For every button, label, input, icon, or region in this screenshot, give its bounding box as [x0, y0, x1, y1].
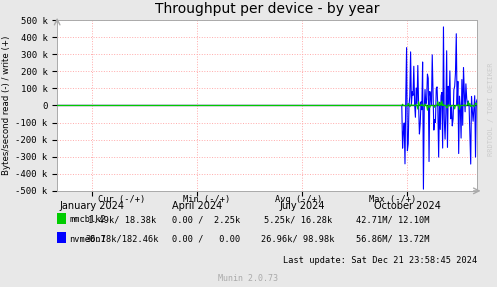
Text: Min (-/+): Min (-/+): [182, 195, 230, 204]
Text: 42.71M/ 12.10M: 42.71M/ 12.10M: [356, 216, 429, 224]
Text: RRDTOOL / TOBI OETIKER: RRDTOOL / TOBI OETIKER: [488, 62, 494, 156]
Text: Avg (-/+): Avg (-/+): [274, 195, 322, 204]
Text: Last update: Sat Dec 21 23:58:45 2024: Last update: Sat Dec 21 23:58:45 2024: [283, 257, 477, 265]
Text: 0.00 /   0.00: 0.00 / 0.00: [172, 235, 241, 244]
Text: nvme0n1: nvme0n1: [70, 235, 106, 244]
Text: 5.25k/ 16.28k: 5.25k/ 16.28k: [264, 216, 332, 224]
Text: 0.00 /  2.25k: 0.00 / 2.25k: [172, 216, 241, 224]
Text: mmcblk2: mmcblk2: [70, 216, 106, 224]
Text: Munin 2.0.73: Munin 2.0.73: [219, 274, 278, 283]
Text: 56.86M/ 13.72M: 56.86M/ 13.72M: [356, 235, 429, 244]
Text: 36.78k/182.46k: 36.78k/182.46k: [85, 235, 159, 244]
Text: 26.96k/ 98.98k: 26.96k/ 98.98k: [261, 235, 335, 244]
Y-axis label: Bytes/second read (-) / write (+): Bytes/second read (-) / write (+): [2, 36, 11, 175]
Text: Cur (-/+): Cur (-/+): [98, 195, 146, 204]
Title: Throughput per device - by year: Throughput per device - by year: [155, 2, 379, 16]
Text: Max (-/+): Max (-/+): [369, 195, 416, 204]
Text: 1.49k/ 18.38k: 1.49k/ 18.38k: [87, 216, 156, 224]
